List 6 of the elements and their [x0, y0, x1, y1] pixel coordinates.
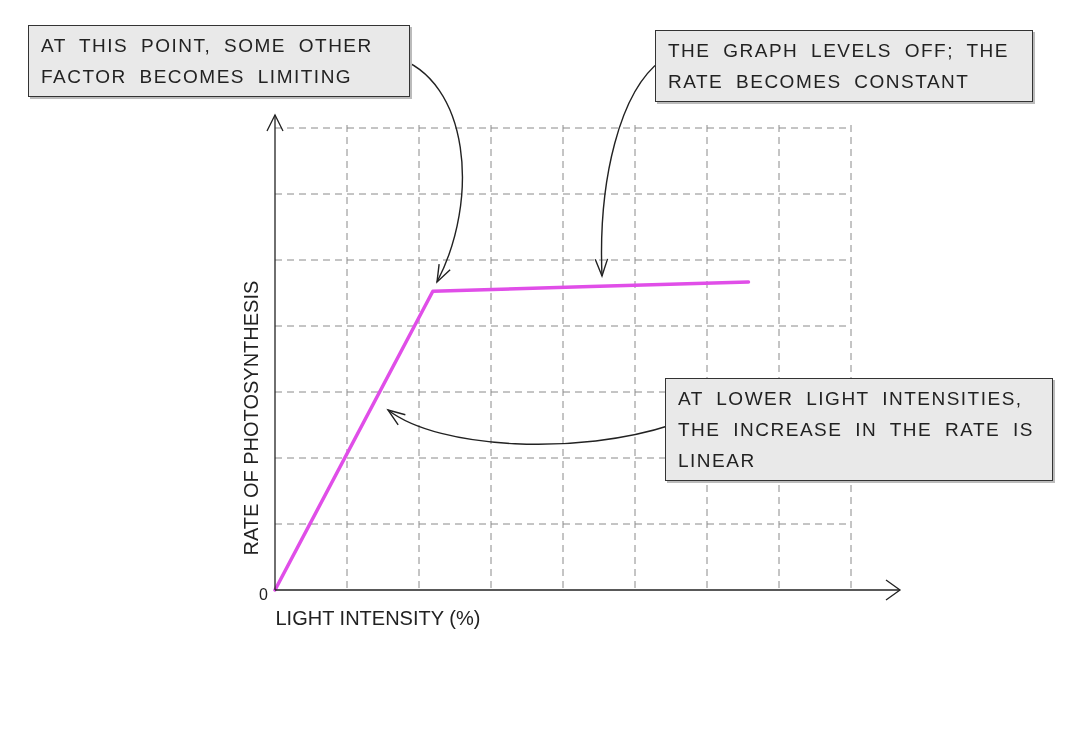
text: THE GRAPH LEVELS OFF; THE RATE BECOMES CONSTANT — [655, 30, 1033, 102]
x-axis-title: LIGHT INTENSITY (%) — [275, 606, 481, 629]
y-axis-title: RATE OF PHOTOSYNTHESIS — [239, 280, 262, 556]
text: AT THIS POINT, SOME OTHER FACTOR BECOMES LIMITING — [28, 25, 410, 97]
text: 0 — [259, 586, 268, 604]
annotation: AT LOWER LIGHT INTENSITIES, THE INCREASE IN THE RATE IS LINEAR — [665, 378, 1053, 481]
